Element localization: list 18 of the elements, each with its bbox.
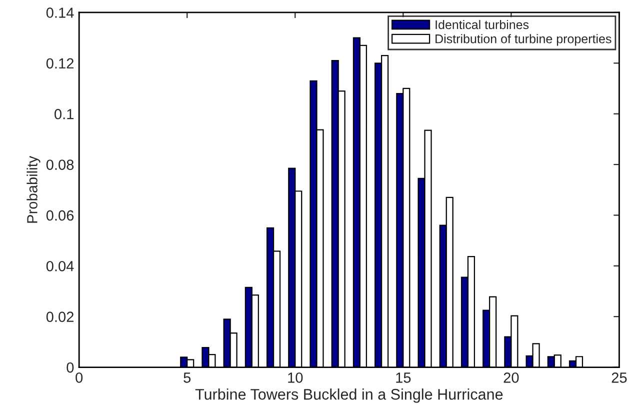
y-axis-title: Probability: [26, 156, 40, 223]
y-tick-label: 0.02: [46, 312, 74, 322]
y-tick-label: 0.08: [46, 160, 74, 170]
x-tick-label: 15: [396, 372, 411, 383]
y-tick-label: 0.06: [46, 210, 74, 221]
x-axis-title: Turbine Towers Buckled in a Single Hurricane: [195, 388, 503, 403]
x-tick-label: 0: [76, 372, 83, 383]
x-tick-label: 20: [504, 372, 519, 383]
x-tick-label: 5: [184, 372, 191, 383]
y-tick-label: 0.14: [46, 8, 74, 18]
legend-label: Distribution of turbine properties: [436, 34, 612, 46]
y-tick-label: 0.04: [46, 260, 74, 272]
y-tick-label: 0.1: [54, 108, 74, 120]
y-tick-label: 0.12: [46, 58, 74, 69]
x-tick-label: 25: [612, 372, 627, 383]
legend-label: Identical turbines: [436, 20, 529, 30]
y-tick-label: 0: [66, 362, 74, 373]
x-tick-label: 10: [288, 372, 303, 383]
